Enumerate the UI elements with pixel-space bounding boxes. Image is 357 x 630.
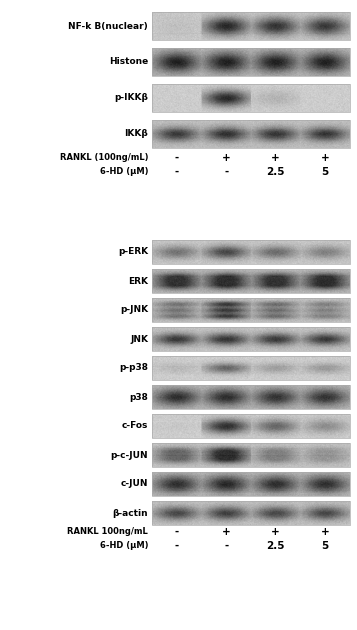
Text: p-IKKβ: p-IKKβ [114, 93, 148, 103]
Bar [152, 84, 350, 112]
Bar [152, 120, 350, 148]
Text: +: + [321, 153, 330, 163]
Bar [152, 12, 350, 40]
Bar [152, 443, 350, 467]
Bar [152, 48, 350, 76]
Text: -: - [224, 541, 228, 551]
Text: p-ERK: p-ERK [118, 248, 148, 256]
Text: NF-k B(nuclear): NF-k B(nuclear) [68, 21, 148, 30]
Text: p-c-JUN: p-c-JUN [110, 450, 148, 459]
Text: p-JNK: p-JNK [120, 306, 148, 314]
Text: 6-HD (μM): 6-HD (μM) [100, 542, 148, 551]
Bar [152, 472, 350, 496]
Bar [152, 414, 350, 438]
Text: 5: 5 [322, 541, 329, 551]
Text: -: - [175, 527, 179, 537]
Text: -: - [224, 167, 228, 177]
Text: +: + [271, 153, 280, 163]
Bar [152, 385, 350, 409]
Text: +: + [222, 527, 231, 537]
Text: p-p38: p-p38 [119, 364, 148, 372]
Text: c-Fos: c-Fos [122, 421, 148, 430]
Text: +: + [222, 153, 231, 163]
Bar [152, 327, 350, 351]
Text: +: + [271, 527, 280, 537]
Text: -: - [175, 541, 179, 551]
Bar [152, 240, 350, 264]
Text: RANKL 100ng/mL: RANKL 100ng/mL [67, 527, 148, 537]
Bar [152, 356, 350, 380]
Text: JNK: JNK [130, 335, 148, 343]
Text: +: + [321, 527, 330, 537]
Bar [152, 501, 350, 525]
Text: β-actin: β-actin [112, 508, 148, 517]
Text: RANKL (100ng/mL): RANKL (100ng/mL) [60, 154, 148, 163]
Text: 6-HD (μM): 6-HD (μM) [100, 168, 148, 176]
Text: IKKβ: IKKβ [124, 130, 148, 139]
Text: -: - [175, 153, 179, 163]
Text: Histone: Histone [109, 57, 148, 67]
Bar [152, 269, 350, 293]
Text: -: - [175, 167, 179, 177]
Text: 2.5: 2.5 [266, 167, 285, 177]
Text: 5: 5 [322, 167, 329, 177]
Text: p38: p38 [129, 392, 148, 401]
Bar [152, 298, 350, 322]
Text: ERK: ERK [128, 277, 148, 285]
Text: 2.5: 2.5 [266, 541, 285, 551]
Text: c-JUN: c-JUN [121, 479, 148, 488]
